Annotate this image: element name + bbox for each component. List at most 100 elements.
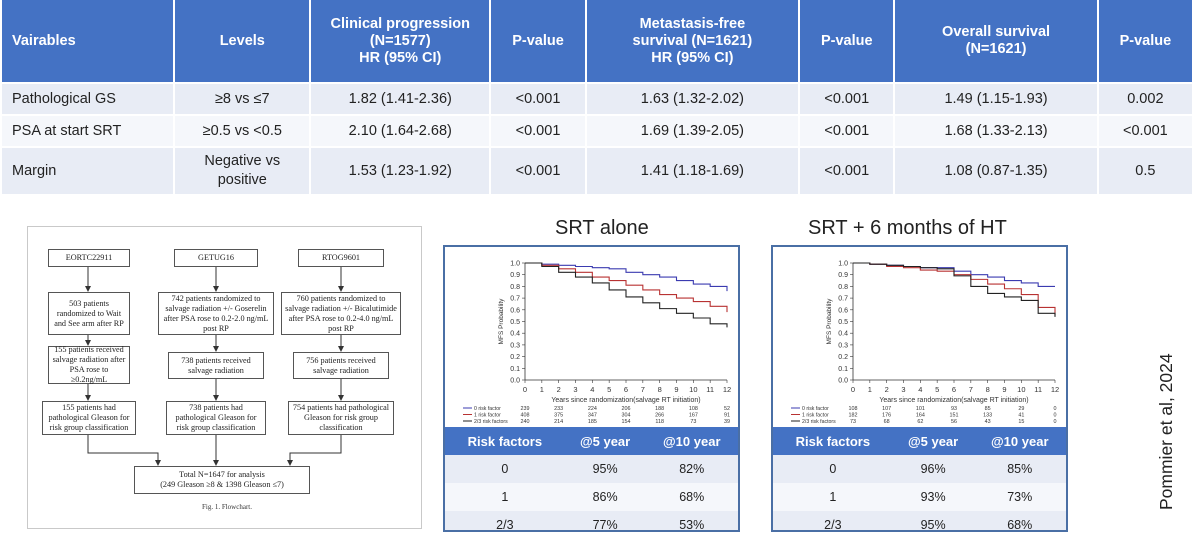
risk-count: 375 xyxy=(554,413,563,419)
km-panel-srt-ht: 0.0 0.1 0.2 0.3 0.4 0.5 0.6 0.7 0.8 0.9 1.0 0 1 2 3 4 5 6… xyxy=(771,245,1068,532)
header-clinical-progression: Clinical progression (N=1577) HR (95% CI) xyxy=(311,0,490,84)
y-axis-label: MFS Probability xyxy=(826,298,833,345)
risk-legend-label: 1 risk factor xyxy=(474,413,501,419)
flow-pathological-getug: 738 patients had pathological Gleason fo… xyxy=(166,401,266,435)
risk-legend-label: 0 risk factor xyxy=(802,406,829,412)
risk-count: 0 xyxy=(1054,413,1057,419)
header-pvalue-2: P-value xyxy=(800,0,894,84)
x-tick-label: 8 xyxy=(986,385,990,394)
y-tick-label: 0.6 xyxy=(510,307,520,314)
header-pvalue-1: P-value xyxy=(491,0,585,84)
x-tick-label: 12 xyxy=(1051,385,1059,394)
header-metastasis-free-survival: Metastasis-free survival (N=1621) HR (95% … xyxy=(586,0,799,84)
risk-count: 240 xyxy=(521,419,530,425)
table-row: 2/3 77% 53% xyxy=(445,511,738,530)
km-panel-srt-alone: 0.0 0.1 0.2 0.3 0.4 0.5 0.6 0.7 0.8 0.9 1.0 0 1 2 3 4 5 6… xyxy=(443,245,740,532)
risk-count: 182 xyxy=(849,413,858,419)
risk-header: @5 year xyxy=(892,427,974,455)
risk-count: 118 xyxy=(655,419,664,425)
x-tick-label: 4 xyxy=(590,385,594,394)
risk-count: 0 xyxy=(1054,419,1057,425)
cell-hr: 1.08 (0.87-1.35) xyxy=(895,148,1097,196)
y-tick-label: 0.8 xyxy=(510,284,520,291)
risk-table-srt-ht: Risk factors @5 year @10 year 0 96% 85% 1 93%… xyxy=(773,427,1066,530)
km-chart-srt-ht: 0.00.10.20.30.40.50.60.70.80.91.00 1 2 3 4 5 6… xyxy=(791,261,1059,425)
flow-trial-eortc: EORTC22911 xyxy=(48,249,130,267)
risk-count: 15 xyxy=(1018,419,1024,425)
header-pvalue-3: P-value xyxy=(1098,0,1192,84)
risk-count: 233 xyxy=(554,406,563,412)
x-tick-label: 2 xyxy=(885,385,889,394)
cell-hr: 1.68 (1.33-2.13) xyxy=(895,116,1097,148)
risk-count: 151 xyxy=(950,413,959,419)
cell-level: ≥8 vs ≤7 xyxy=(175,84,310,116)
risk-count: 107 xyxy=(882,406,891,412)
cell-hr: 1.53 (1.23-1.92) xyxy=(311,148,490,196)
risk-count: 39 xyxy=(724,419,730,425)
risk-legend-label: 1 risk factor xyxy=(802,413,829,419)
risk-count: 133 xyxy=(983,413,992,419)
y-tick-label: 0.5 xyxy=(838,319,848,326)
risk-count: 85 xyxy=(985,406,991,412)
flowchart-arrows xyxy=(85,267,344,466)
risk-header: Risk factors xyxy=(445,427,565,455)
x-tick-label: 11 xyxy=(706,385,714,394)
table-header-row: Vairables Levels Clinical progression (N=… xyxy=(2,0,1192,84)
cell-pvalue: <0.001 xyxy=(800,84,894,116)
x-tick-label: 3 xyxy=(573,385,577,394)
cell-pvalue: <0.001 xyxy=(491,84,585,116)
y-tick-label: 0.9 xyxy=(838,272,848,279)
x-tick-label: 5 xyxy=(607,385,611,394)
table-row: 0 96% 85% xyxy=(773,455,1066,483)
cell-hr: 1.63 (1.32-2.02) xyxy=(586,84,799,116)
cell-hr: 1.41 (1.18-1.69) xyxy=(586,148,799,196)
risk-count: 214 xyxy=(554,419,563,425)
x-tick-label: 10 xyxy=(1017,385,1025,394)
x-tick-label: 0 xyxy=(851,385,855,394)
risk-count: 62 xyxy=(917,419,923,425)
y-tick-label: 1.0 xyxy=(838,261,848,268)
cell-pvalue: <0.001 xyxy=(800,116,894,148)
y-tick-label: 0.0 xyxy=(838,378,848,385)
x-tick-label: 5 xyxy=(935,385,939,394)
cell-hr: 2.10 (1.64-2.68) xyxy=(311,116,490,148)
flow-caption: Fig. 1. Flowchart. xyxy=(202,503,252,511)
x-tick-label: 1 xyxy=(540,385,544,394)
hazard-ratio-table: Vairables Levels Clinical progression (N=… xyxy=(0,0,1194,196)
x-tick-label: 12 xyxy=(723,385,731,394)
x-tick-label: 9 xyxy=(1002,385,1006,394)
header-levels: Levels xyxy=(175,0,310,84)
risk-legend-label: 2/3 risk factors xyxy=(802,419,836,425)
x-axis-label: Years since randomization(salvage RT ini… xyxy=(879,397,1028,404)
risk-count: 43 xyxy=(985,419,991,425)
x-tick-label: 11 xyxy=(1034,385,1042,394)
risk-count: 224 xyxy=(588,406,597,412)
risk-header: @5 year xyxy=(564,427,646,455)
y-tick-label: 0.1 xyxy=(510,366,520,373)
risk-count: 73 xyxy=(690,419,696,425)
cell-pvalue: <0.001 xyxy=(491,116,585,148)
cell-level: Negative vs positive xyxy=(175,148,310,196)
y-tick-label: 0.8 xyxy=(838,284,848,291)
y-axis-label: MFS Probability xyxy=(498,298,505,345)
risk-count: 29 xyxy=(1018,406,1024,412)
risk-count: 304 xyxy=(622,413,631,419)
header-variables: Vairables xyxy=(2,0,174,84)
y-tick-label: 0.4 xyxy=(838,331,848,338)
x-tick-label: 6 xyxy=(624,385,628,394)
risk-count: 206 xyxy=(622,406,631,412)
flow-randomized-eortc: 503 patients randomized to Wait and See … xyxy=(48,292,130,335)
risk-count: 239 xyxy=(521,406,530,412)
risk-legend-label: 2/3 risk factors xyxy=(474,419,508,425)
risk-count: 167 xyxy=(689,413,698,419)
x-tick-label: 1 xyxy=(868,385,872,394)
x-tick-label: 0 xyxy=(523,385,527,394)
cell-pvalue: 0.5 xyxy=(1098,148,1192,196)
cell-level: ≥0.5 vs <0.5 xyxy=(175,116,310,148)
header-overall-survival: Overall survival (N=1621) xyxy=(895,0,1097,84)
flow-trial-getug: GETUG16 xyxy=(174,249,258,267)
risk-count: 408 xyxy=(521,413,530,419)
flow-trial-rtog: RTOG9601 xyxy=(298,249,384,267)
risk-header: Risk factors xyxy=(773,427,893,455)
risk-count: 188 xyxy=(655,406,664,412)
